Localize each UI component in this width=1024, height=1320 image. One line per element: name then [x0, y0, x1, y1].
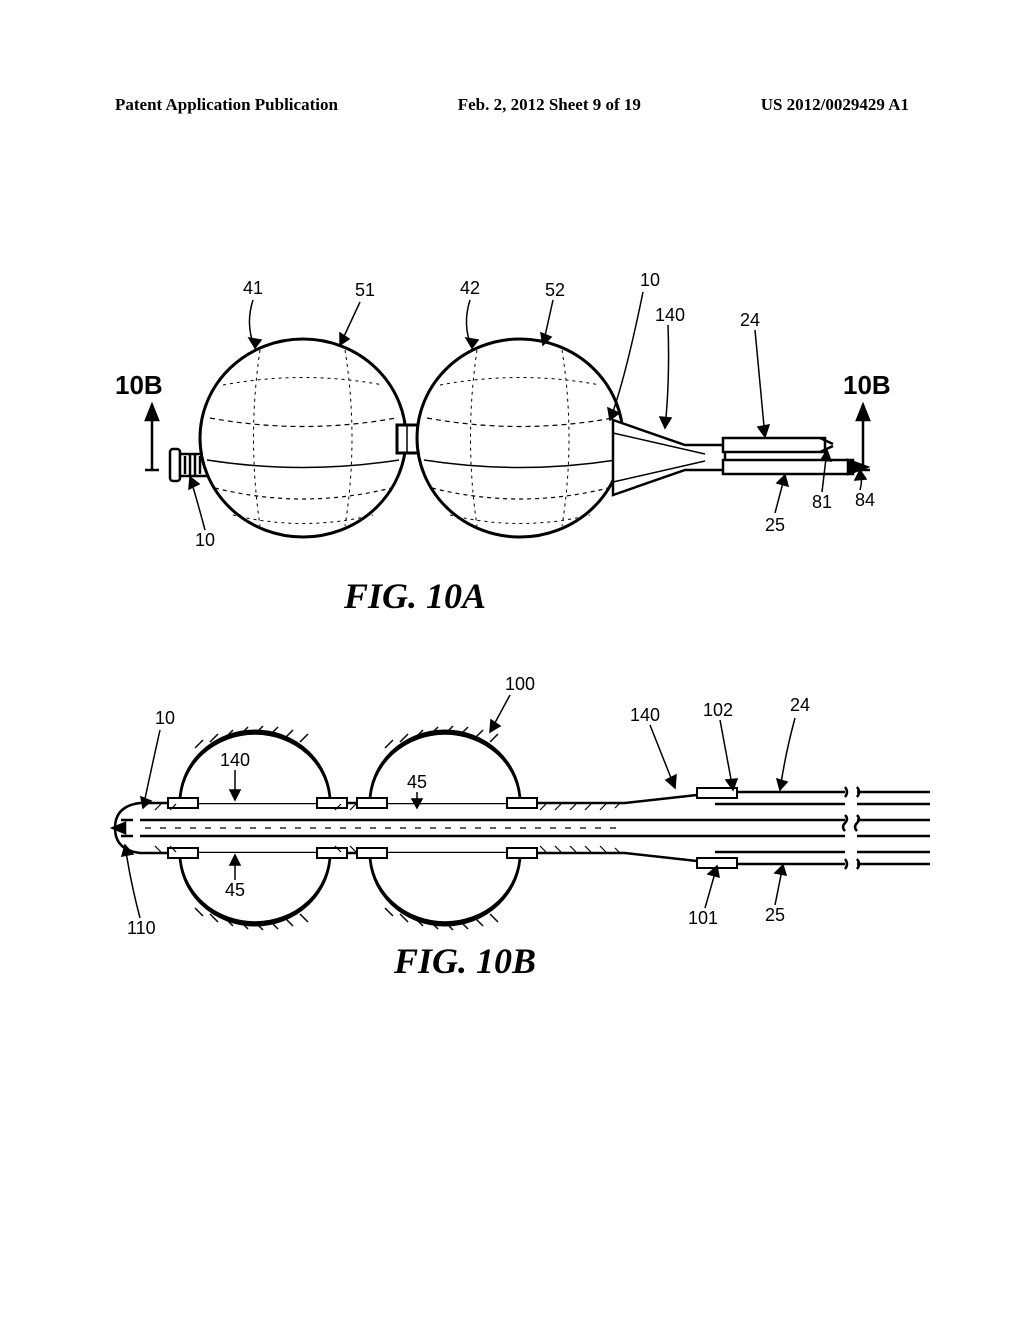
page-header: Patent Application Publication Feb. 2, 2…	[115, 95, 909, 115]
ref-10b-101: 101	[688, 908, 718, 929]
header-center: Feb. 2, 2012 Sheet 9 of 19	[458, 95, 641, 115]
ref-10b-45b: 45	[225, 880, 245, 901]
ref-42: 42	[460, 278, 480, 299]
ref-10b-24: 24	[790, 695, 810, 716]
ref-10b-140: 140	[220, 750, 250, 771]
figure-10b: 10 140 100 140 102 24 45 45 110 101 25 F…	[85, 680, 935, 982]
section-label-left: 10B	[115, 370, 163, 401]
ref-10b-10: 10	[155, 708, 175, 729]
ref-10b-102: 102	[703, 700, 733, 721]
figure-10a: 10B 10B 41 51 42 52 10 140 24 81 84 25 1…	[115, 270, 905, 617]
ref-84: 84	[855, 490, 875, 511]
ref-10b-110: 110	[127, 918, 156, 939]
header-right: US 2012/0029429 A1	[761, 95, 909, 115]
fig-10a-caption: FIG. 10A	[235, 575, 595, 617]
ref-10-top: 10	[640, 270, 660, 291]
figure-10b-svg	[85, 680, 935, 940]
ref-140: 140	[655, 305, 685, 326]
ref-51: 51	[355, 280, 375, 301]
ref-52: 52	[545, 280, 565, 301]
ref-10b-25: 25	[765, 905, 785, 926]
figure-10a-svg	[115, 270, 905, 580]
ref-10-bot: 10	[195, 530, 215, 551]
ref-25: 25	[765, 515, 785, 536]
ref-10b-140b: 140	[630, 705, 660, 726]
ref-81: 81	[812, 492, 832, 513]
ref-24: 24	[740, 310, 760, 331]
ref-10b-100: 100	[505, 674, 535, 695]
header-left: Patent Application Publication	[115, 95, 338, 115]
ref-41: 41	[243, 278, 263, 299]
fig-10b-caption: FIG. 10B	[285, 940, 645, 982]
ref-10b-45a: 45	[407, 772, 427, 793]
section-label-right: 10B	[843, 370, 891, 401]
